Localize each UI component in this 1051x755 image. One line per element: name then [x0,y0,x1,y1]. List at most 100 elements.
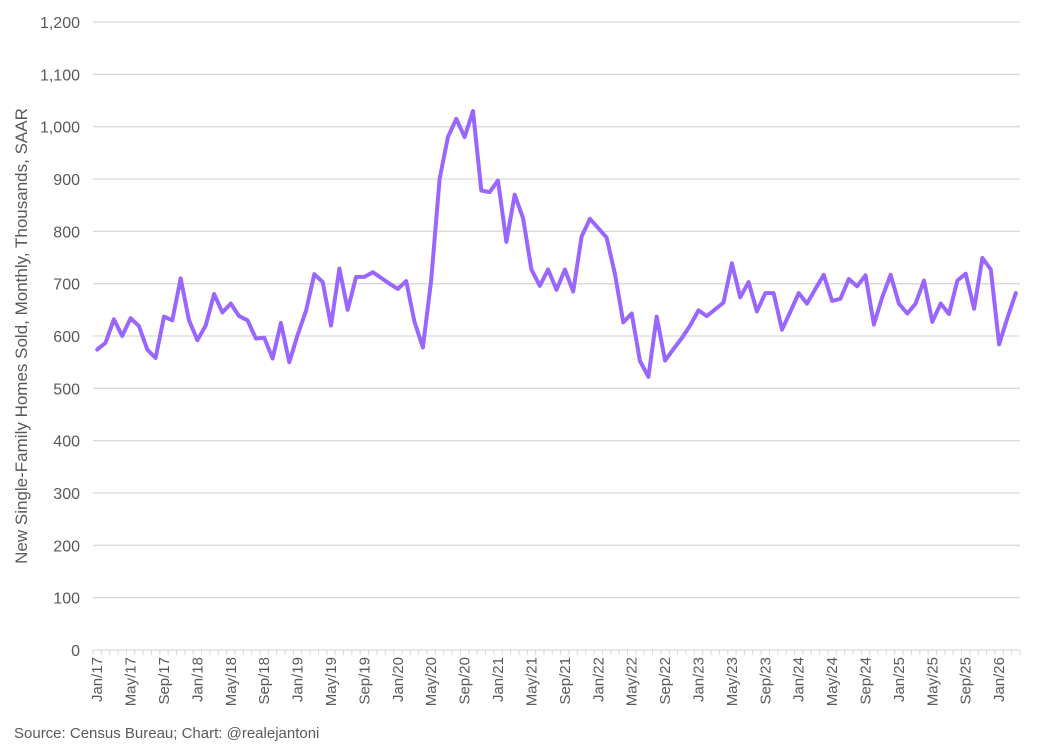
data-point [496,179,500,183]
data-point [805,302,809,306]
data-point [371,270,375,274]
data-point [279,321,283,325]
series-line [95,109,1018,379]
data-point [588,217,592,221]
data-point [488,190,492,194]
data-point [438,177,442,181]
data-point [254,337,258,341]
data-point [880,295,884,299]
data-point [822,273,826,277]
data-point [529,267,534,272]
data-point [513,193,517,197]
data-point [129,316,133,320]
data-point [713,307,717,311]
x-tick-label: Jan/23 [691,657,708,702]
data-point [504,240,508,244]
data-point [95,348,99,352]
data-point [930,320,934,324]
data-point [838,297,843,301]
data-point [738,295,742,299]
data-point [471,109,475,113]
y-tick-label: 200 [53,538,80,555]
data-point [179,276,183,280]
data-point [721,300,726,305]
data-point [747,280,751,284]
y-axis-label: New Single-Family Homes Sold, Monthly, T… [12,108,31,564]
data-point [229,302,233,306]
data-point [613,272,617,276]
y-tick-label: 1,000 [40,120,80,137]
data-point [454,117,458,121]
data-point [412,320,417,324]
data-point [939,302,943,306]
data-point [897,302,901,306]
x-tick-label: Jan/20 [390,657,407,702]
y-tick-label: 100 [53,591,80,608]
data-point [162,315,166,319]
data-point [563,267,567,272]
data-point [296,333,300,337]
y-tick-label: 600 [53,329,80,346]
data-point [546,267,550,272]
x-tick-label: May/24 [824,657,841,706]
data-point [705,314,709,318]
data-point [997,342,1001,346]
data-point [989,267,993,272]
y-tick-label: 500 [53,381,80,398]
data-point [304,309,308,313]
data-point [905,311,909,316]
data-point [630,311,634,316]
x-tick-label: Jan/19 [290,657,307,702]
data-point [605,236,609,240]
data-point [596,226,600,230]
data-point [872,322,876,327]
data-points [95,109,1018,379]
tick-labels: 0 100 200 300 400 500 600 700 800 900 1,000 1,100 1,… [40,15,1008,706]
data-point [554,288,559,292]
data-point [863,273,868,277]
data-point [379,276,383,280]
data-point [955,278,960,283]
data-point [847,277,851,281]
series-layer [95,109,1018,379]
y-tick-label: 1,100 [40,67,80,84]
x-tick-label: Jan/22 [590,657,607,702]
x-tick-label: May/20 [423,657,440,706]
x-tick-label: Sep/22 [657,657,674,705]
data-point [947,312,951,316]
x-tick-label: Sep/21 [557,657,574,705]
data-point [463,135,467,139]
x-tick-label: Jan/21 [490,657,507,702]
x-tick-label: Sep/25 [958,657,975,705]
x-tick-label: Jan/18 [189,657,206,702]
data-point [220,310,224,314]
data-point [671,347,676,351]
data-point [329,323,333,328]
x-tick-label: May/19 [323,657,340,706]
x-tick-label: May/23 [724,657,741,706]
data-point [922,278,926,283]
data-point [655,315,659,319]
data-point [479,188,483,193]
data-point [696,308,701,312]
x-tick-label: Sep/23 [757,657,774,705]
data-point [346,308,350,312]
x-tick-label: Sep/17 [156,657,173,705]
data-point [663,359,667,363]
data-point [446,135,450,139]
data-point [354,275,358,279]
data-point [287,360,291,364]
data-point [195,338,199,342]
data-point [646,375,651,379]
x-tick-label: May/18 [223,657,240,706]
data-point [638,359,642,363]
data-point [980,256,985,260]
data-point [321,280,325,284]
y-tick-label: 300 [53,486,80,503]
data-point [187,318,191,322]
x-tick-label: Jan/17 [89,657,106,702]
data-point [972,307,976,311]
data-point [855,284,859,288]
data-point [571,289,575,294]
data-point [429,278,433,282]
